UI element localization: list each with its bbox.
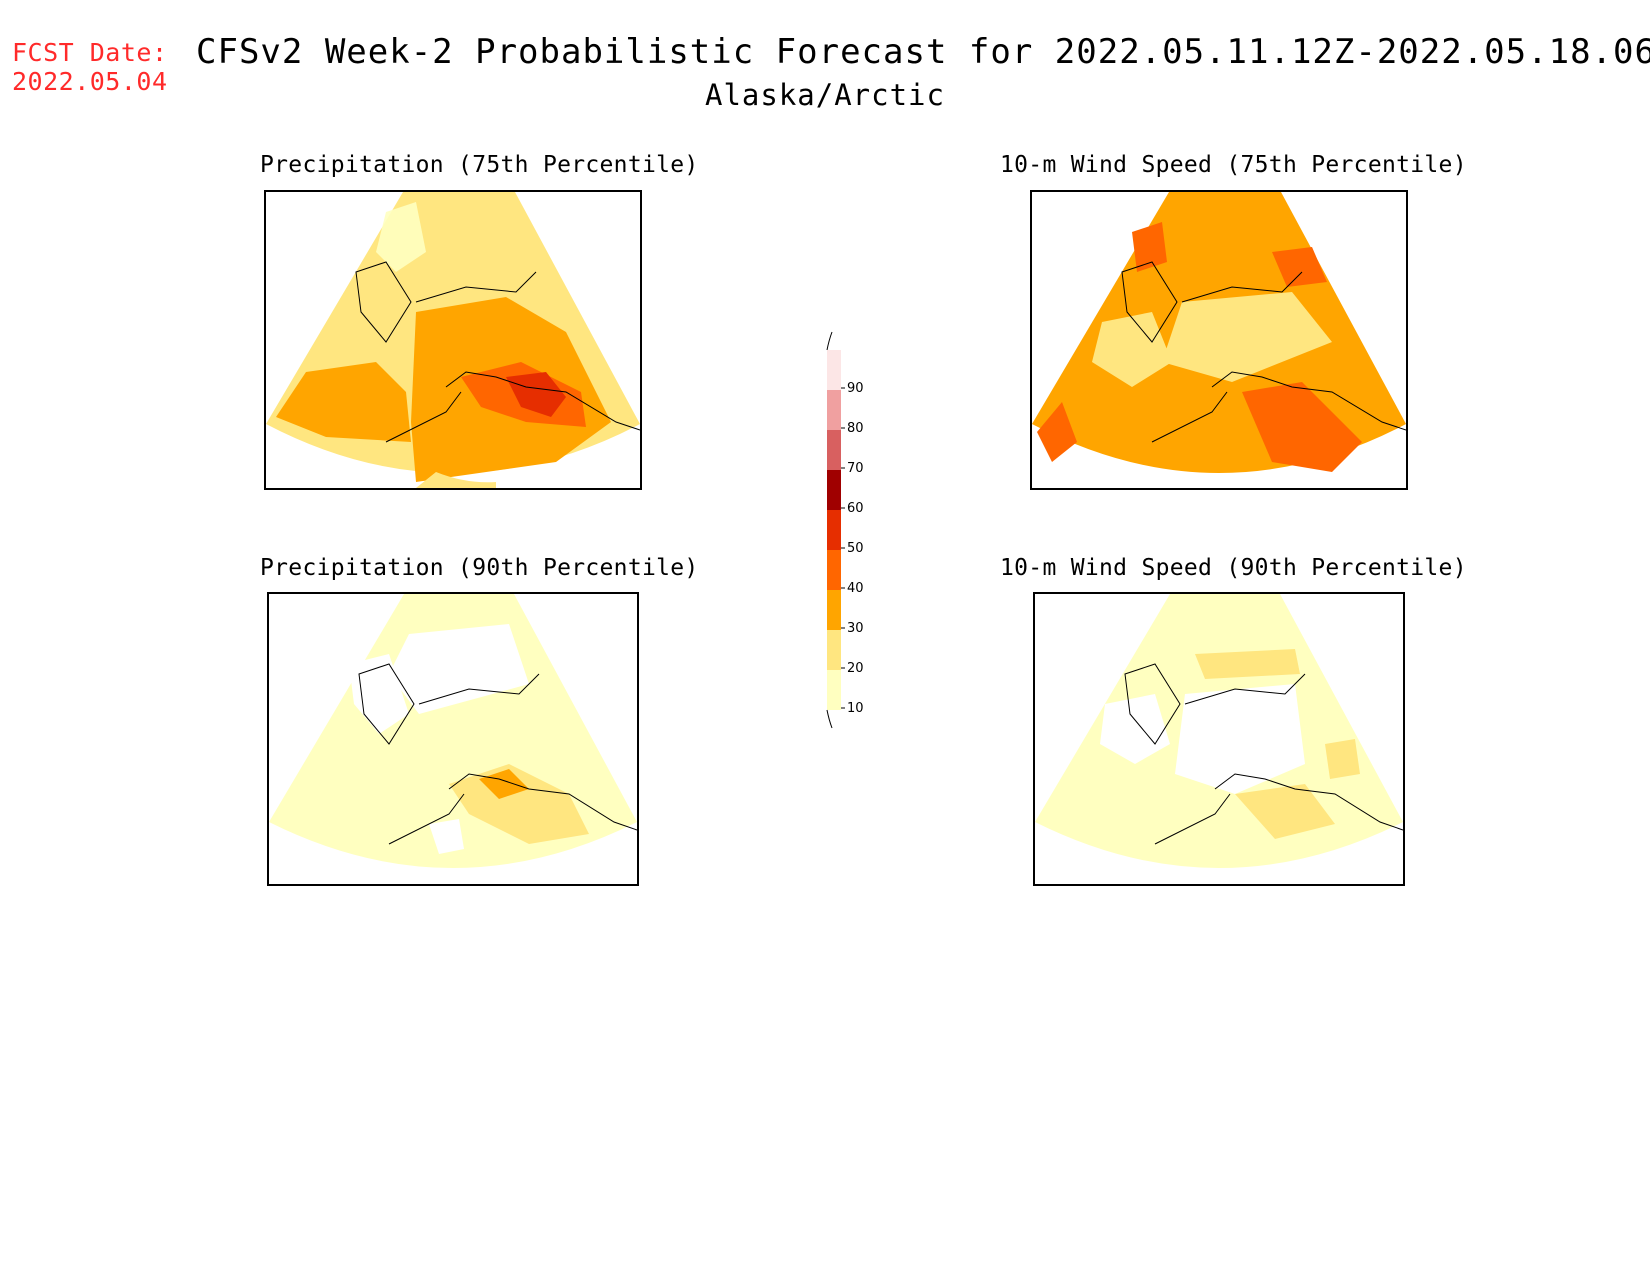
- colorbar-tick-label: 50: [847, 541, 864, 556]
- colorbar-tick-label: 30: [847, 621, 864, 636]
- colorbar-tick-label: 40: [847, 581, 864, 596]
- panel-title-precip-75: Precipitation (75th Percentile): [260, 152, 699, 178]
- colorbar-swatch: [827, 430, 841, 470]
- colorbar-swatch: [827, 390, 841, 430]
- colorbar-bottom-cap: [826, 709, 833, 729]
- forecast-date-label: FCST Date:: [12, 38, 168, 67]
- colorbar-tick-label: 90: [847, 381, 864, 396]
- colorbar-swatch: [827, 590, 841, 630]
- colorbar-tick-label: 10: [847, 701, 864, 716]
- map-precip-75: [264, 190, 642, 490]
- colorbar-legend: 10 20 30 40 50 60 70 80 90: [826, 331, 864, 729]
- colorbar-swatch: [827, 670, 841, 710]
- panel-title-wind-90: 10-m Wind Speed (90th Percentile): [1000, 555, 1467, 581]
- colorbar-tick-label: 80: [847, 421, 864, 436]
- map-wind-75: [1030, 190, 1408, 490]
- colorbar-swatch: [827, 550, 841, 590]
- page-title: CFSv2 Week-2 Probabilistic Forecast for …: [196, 32, 1650, 72]
- colorbar-swatch: [827, 470, 841, 510]
- colorbar-tick-label: 70: [847, 461, 864, 476]
- colorbar-tick-label: 20: [847, 661, 864, 676]
- region-subtitle: Alaska/Arctic: [705, 78, 945, 112]
- colorbar-swatch: [827, 510, 841, 550]
- colorbar-top-cap: [826, 331, 833, 351]
- panel-title-wind-75: 10-m Wind Speed (75th Percentile): [1000, 152, 1467, 178]
- colorbar-swatch: [827, 630, 841, 670]
- forecast-date-block: FCST Date: 2022.05.04: [12, 38, 168, 96]
- forecast-date-value: 2022.05.04: [12, 67, 168, 96]
- colorbar-swatch: [827, 350, 841, 390]
- map-precip-90: [267, 592, 639, 886]
- panel-title-precip-90: Precipitation (90th Percentile): [260, 555, 699, 581]
- colorbar-tick-label: 60: [847, 501, 864, 516]
- map-wind-90: [1033, 592, 1405, 886]
